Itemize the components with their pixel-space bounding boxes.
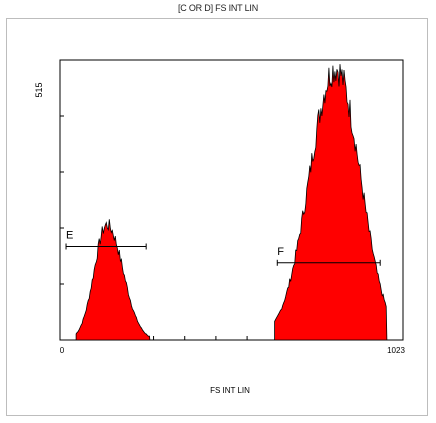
plot-area xyxy=(59,59,404,341)
chart-title: [C OR D] FS INT LIN xyxy=(177,3,259,13)
x-axis-label: FS INT LIN xyxy=(210,386,250,395)
x-tick-label-max: 1023 xyxy=(387,346,405,355)
histogram-peak-1 xyxy=(75,219,151,341)
chart-frame xyxy=(6,18,428,416)
gate-regions: EF xyxy=(65,229,381,266)
x-tick-label-min: 0 xyxy=(60,346,65,355)
histogram-series xyxy=(75,64,388,341)
y-axis-label: 515 xyxy=(34,82,44,97)
gate-E-label: E xyxy=(66,229,73,241)
histogram-peak-2 xyxy=(274,64,388,341)
gate-F-label: F xyxy=(277,246,284,258)
